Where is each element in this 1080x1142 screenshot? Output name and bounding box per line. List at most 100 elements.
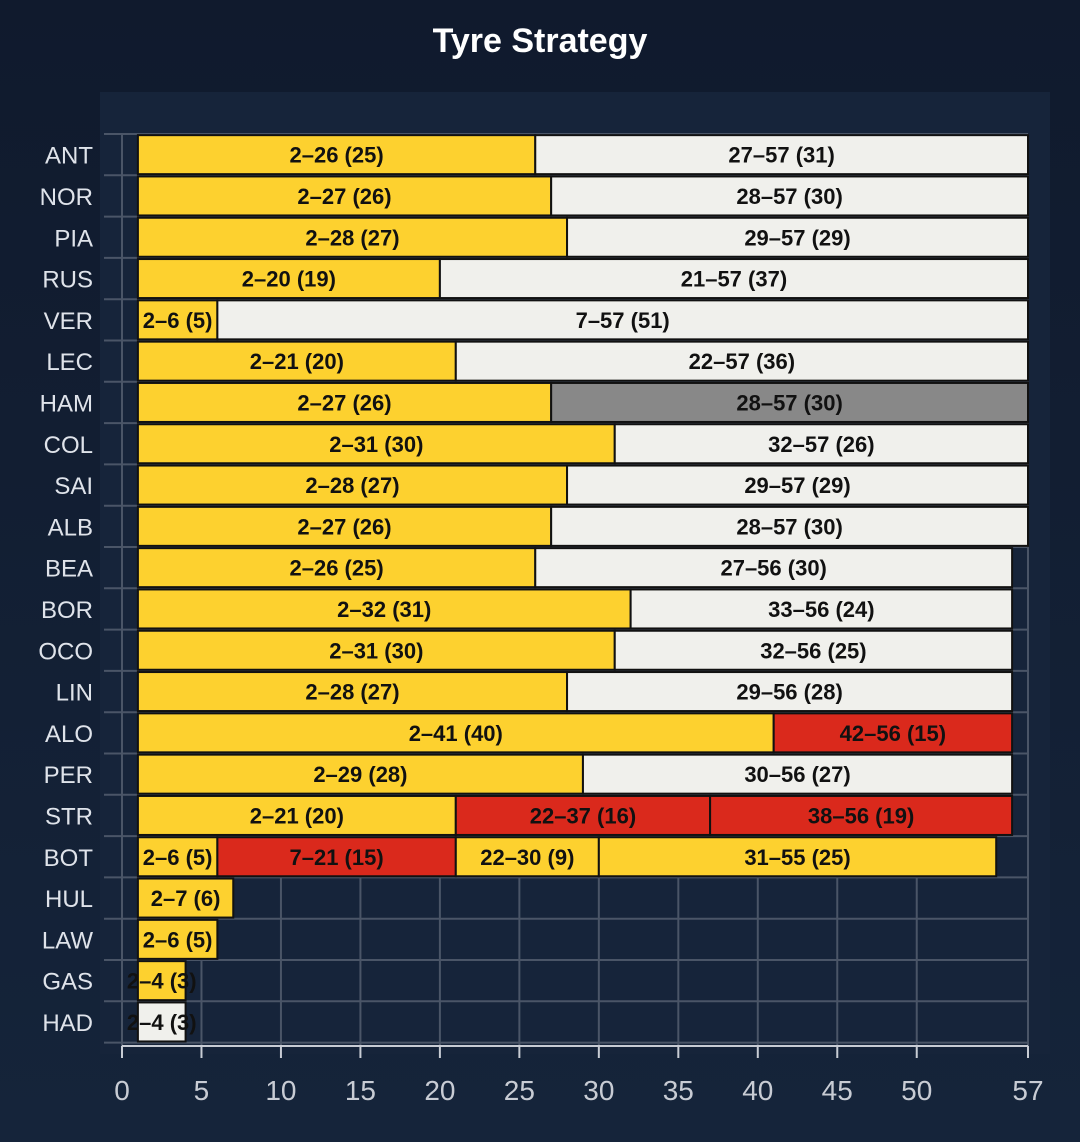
stint-bar [581, 753, 1014, 795]
stint-label: 2–6 (5) [143, 308, 213, 333]
x-tick-label: 40 [742, 1075, 773, 1106]
stint-bar [550, 175, 1029, 217]
stint-bar [566, 216, 1029, 258]
stint-label: 2–6 (5) [143, 927, 213, 952]
driver-label: GAS [42, 969, 93, 996]
stint-label: 27–57 (31) [728, 143, 834, 168]
stint-bar [136, 671, 569, 713]
driver-label: LIN [56, 680, 93, 707]
driver-label: SAI [54, 473, 93, 500]
x-tick-label: 30 [583, 1075, 614, 1106]
stint-bar [629, 588, 1014, 630]
stint-bar [534, 547, 1014, 589]
stint-bar [136, 836, 219, 878]
stint-bar [136, 1001, 187, 1043]
driver-label: ANT [45, 143, 93, 170]
driver-label: LEC [46, 349, 93, 376]
stint-label: 2–4 (3) [127, 1010, 197, 1035]
stint-label: 32–57 (26) [768, 432, 874, 457]
stint-label: 27–56 (30) [720, 556, 826, 581]
stint-bar [613, 423, 1029, 465]
bar-layer [136, 134, 1030, 1043]
stint-label: 2–20 (19) [242, 267, 336, 292]
stint-label: 7–57 (51) [576, 308, 670, 333]
x-tick-label: 50 [901, 1075, 932, 1106]
stint-bar [136, 877, 235, 919]
driver-label: BOR [41, 597, 93, 624]
x-tick-label: 10 [265, 1075, 296, 1106]
stint-label: 2–41 (40) [409, 721, 503, 746]
stint-bar [566, 671, 1014, 713]
stint-label: 28–57 (30) [736, 514, 842, 539]
stint-label: 2–27 (26) [297, 514, 391, 539]
x-tick-label: 35 [663, 1075, 694, 1106]
stint-label: 2–4 (3) [127, 969, 197, 994]
driver-label: VER [44, 308, 93, 335]
stint-bar [534, 134, 1030, 176]
stint-label: 2–21 (20) [250, 349, 344, 374]
stint-bar [438, 258, 1030, 300]
stint-label: 22–57 (36) [689, 349, 795, 374]
stint-bar [136, 960, 187, 1002]
driver-label: PER [44, 762, 93, 789]
driver-label: COL [44, 432, 93, 459]
stint-bar [136, 175, 553, 217]
stint-label: 28–57 (30) [736, 184, 842, 209]
stint-label: 2–6 (5) [143, 845, 213, 870]
label-layer: 0 5 10 15 20 25 30 35 40 45 50 57 ANT 2–26 (25) 27–57 … [38, 143, 1043, 1106]
chart-title: Tyre Strategy [432, 22, 648, 60]
stint-label: 2–26 (25) [289, 556, 383, 581]
stint-label: 28–57 (30) [736, 390, 842, 415]
stint-bar [550, 505, 1029, 547]
stint-label: 2–31 (30) [329, 432, 423, 457]
stint-bar [454, 340, 1029, 382]
x-tick-label: 57 [1012, 1075, 1043, 1106]
stint-label: 2–32 (31) [337, 597, 431, 622]
stint-bar [136, 505, 553, 547]
x-tick-label: 0 [114, 1075, 130, 1106]
stint-label: 2–29 (28) [313, 762, 407, 787]
stint-label: 2–28 (27) [305, 225, 399, 250]
stint-label: 2–28 (27) [305, 473, 399, 498]
stint-label: 2–27 (26) [297, 184, 391, 209]
stint-label: 29–57 (29) [744, 473, 850, 498]
driver-label: OCO [38, 638, 93, 665]
stint-label: 30–56 (27) [744, 762, 850, 787]
stint-label: 42–56 (15) [840, 721, 946, 746]
stint-bar [550, 381, 1029, 423]
stint-label: 2–31 (30) [329, 638, 423, 663]
driver-label: HUL [45, 886, 93, 913]
stint-label: 22–30 (9) [480, 845, 574, 870]
stint-bar [136, 794, 457, 836]
stint-bar [772, 712, 1014, 754]
driver-label: PIA [54, 225, 93, 252]
stint-bar [709, 794, 1014, 836]
stint-label: 2–27 (26) [297, 390, 391, 415]
driver-label: HAD [42, 1010, 93, 1037]
stint-label: 7–21 (15) [289, 845, 383, 870]
driver-label: RUS [42, 267, 93, 294]
driver-label: HAM [40, 390, 93, 417]
stint-bar [597, 836, 998, 878]
driver-label: STR [45, 803, 93, 830]
driver-label: ALO [45, 721, 93, 748]
x-tick-label: 5 [194, 1075, 210, 1106]
stint-bar [613, 629, 1014, 671]
stint-label: 29–56 (28) [736, 680, 842, 705]
stint-label: 32–56 (25) [760, 638, 866, 663]
stint-label: 2–26 (25) [289, 143, 383, 168]
driver-label: NOR [40, 184, 93, 211]
stint-label: 22–37 (16) [530, 803, 636, 828]
x-tick-label: 45 [822, 1075, 853, 1106]
stint-label: 2–28 (27) [305, 680, 399, 705]
stint-bar [136, 712, 775, 754]
stint-label: 31–55 (25) [744, 845, 850, 870]
stint-label: 38–56 (19) [808, 803, 914, 828]
driver-label: LAW [42, 927, 93, 954]
stint-label: 29–57 (29) [744, 225, 850, 250]
stint-label: 2–21 (20) [250, 803, 344, 828]
driver-label: ALB [48, 514, 93, 541]
stint-bar [136, 423, 616, 465]
